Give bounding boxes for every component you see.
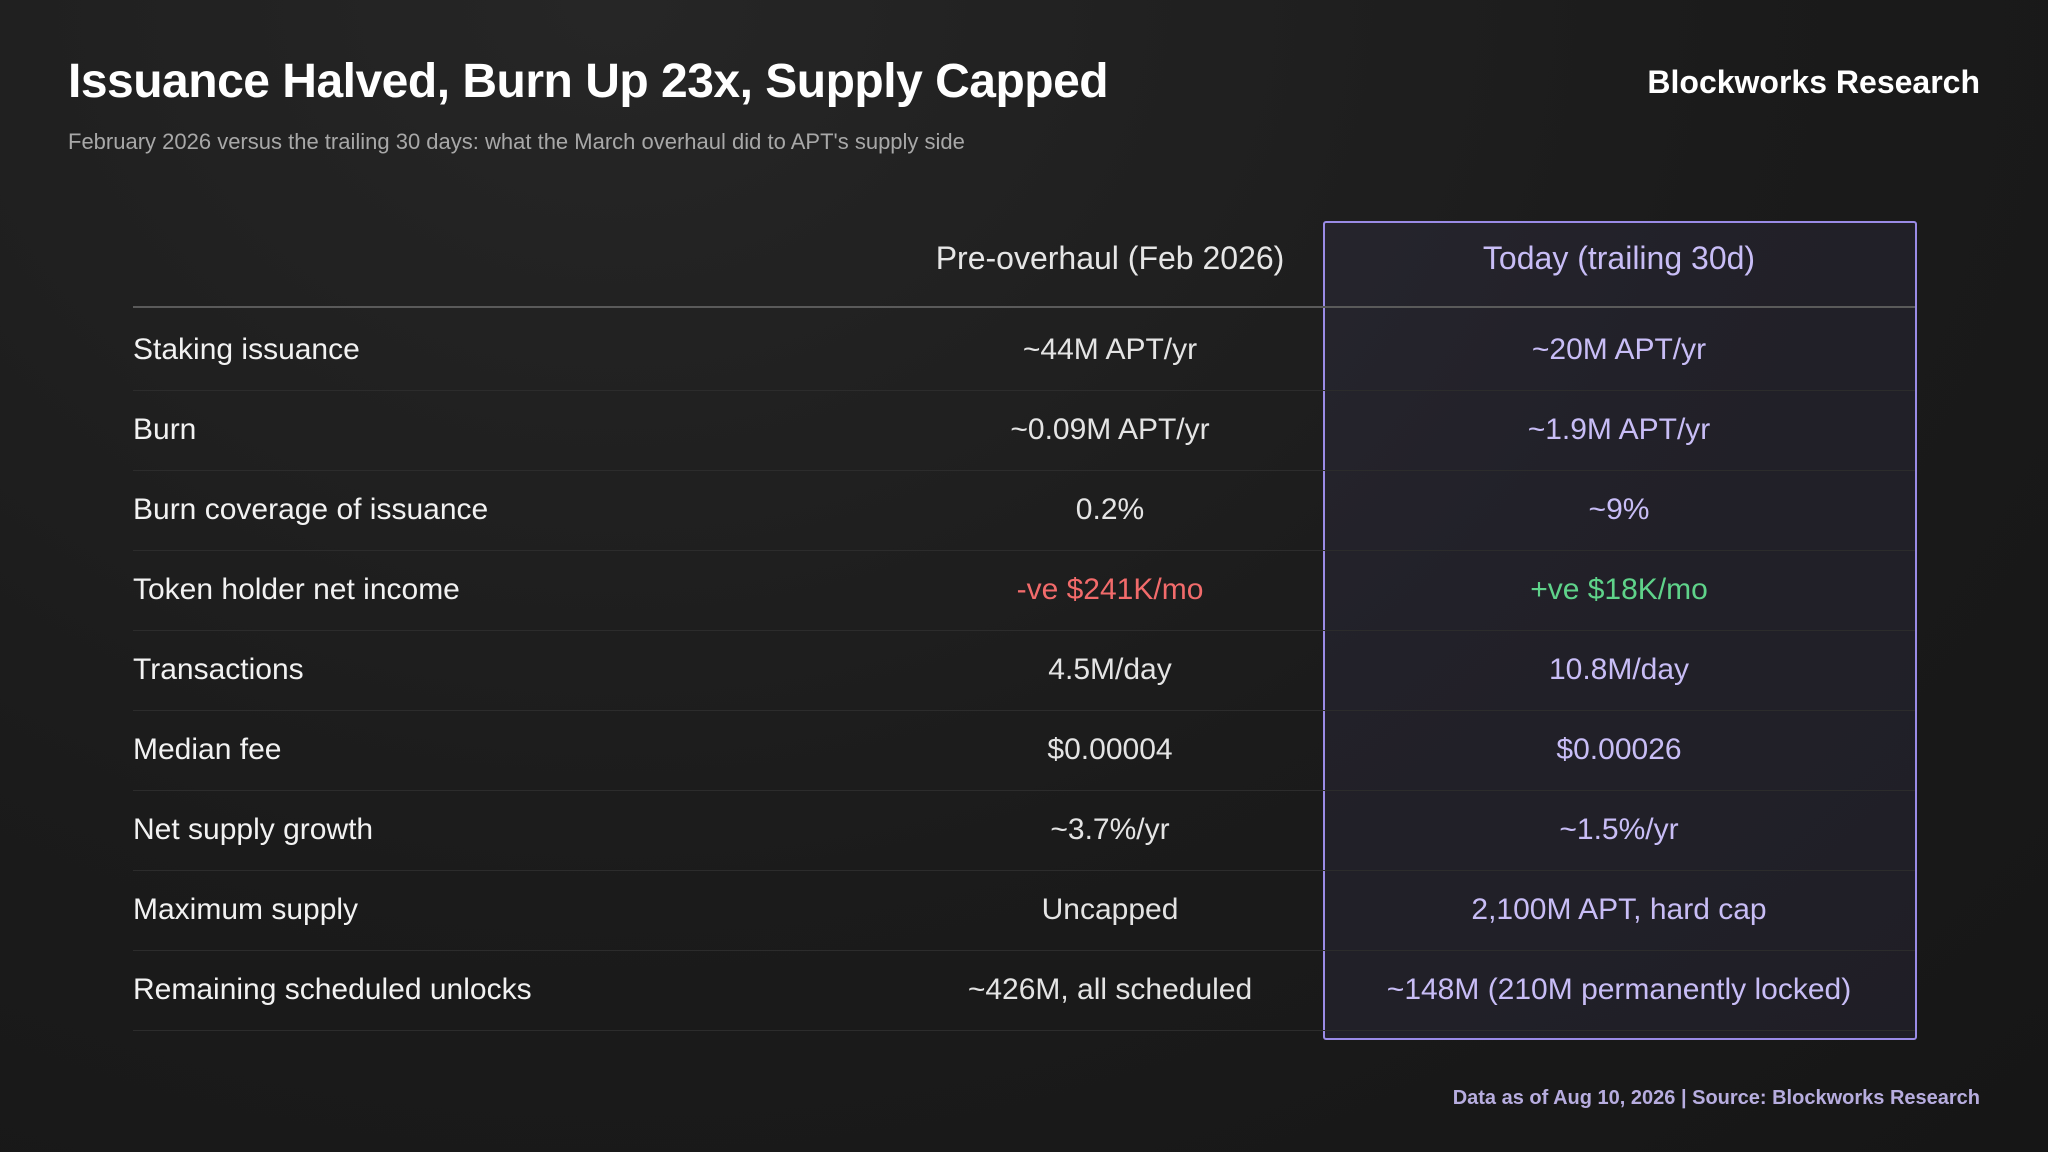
column-header: Pre-overhaul (Feb 2026) — [935, 240, 1285, 276]
cell-value: $0.00026 — [1556, 733, 1682, 766]
subtitle: February 2026 versus the trailing 30 day… — [68, 129, 965, 154]
table-row: Median fee $0.00004 $0.00026 — [133, 710, 1915, 791]
table-row: Staking issuance ~44M APT/yr ~20M APT/yr — [133, 310, 1915, 391]
cell-value: ~9% — [1588, 493, 1650, 526]
row-label: Burn coverage of issuance — [133, 493, 489, 526]
cell-value: ~20M APT/yr — [1531, 333, 1707, 366]
column-header: Today (trailing 30d) — [1482, 240, 1756, 276]
cell-value: 4.5M/day — [1048, 653, 1172, 686]
table-row: Maximum supply Uncapped 2,100M APT, hard c… — [133, 870, 1915, 951]
title: Issuance Halved, Burn Up 23x, Supply Cap… — [68, 55, 1109, 108]
cell-value: ~148M (210M permanently locked) — [1386, 973, 1852, 1006]
row-label: Median fee — [133, 733, 282, 766]
row-label: Remaining scheduled unlocks — [133, 973, 532, 1006]
header-rule — [133, 306, 1915, 308]
table-row: Remaining scheduled unlocks ~426M, all sc… — [133, 950, 1915, 1031]
cell-value: ~44M APT/yr — [1022, 333, 1198, 366]
row-label: Staking issuance — [133, 333, 360, 366]
cell-value: ~3.7%/yr — [1050, 813, 1170, 846]
table-row: Burn coverage of issuance 0.2% ~9% — [133, 470, 1915, 551]
table-row: Net supply growth ~3.7%/yr ~1.5%/yr — [133, 790, 1915, 871]
cell-value: ~1.9M APT/yr — [1527, 413, 1711, 446]
row-label: Token holder net income — [133, 573, 460, 606]
cell-value: -ve $241K/mo — [1016, 573, 1204, 606]
cell-value: ~1.5%/yr — [1559, 813, 1679, 846]
cell-value: ~426M, all scheduled — [967, 973, 1253, 1006]
cell-value: $0.00004 — [1047, 733, 1173, 766]
brand: Blockworks Research — [1647, 64, 1980, 100]
cell-value: 2,100M APT, hard cap — [1471, 893, 1767, 926]
row-label: Burn — [133, 413, 197, 446]
cell-value: ~0.09M APT/yr — [1010, 413, 1210, 446]
row-label: Net supply growth — [133, 813, 374, 846]
row-label: Transactions — [133, 653, 304, 686]
cell-value: 10.8M/day — [1548, 653, 1690, 686]
table-row: Token holder net income -ve $241K/mo +ve $… — [133, 550, 1915, 631]
footer: Data as of Aug 10, 2026 | Source: Blockw… — [1452, 1087, 1980, 1109]
table-row: Transactions 4.5M/day 10.8M/day — [133, 630, 1915, 711]
cell-value: 0.2% — [1075, 493, 1145, 526]
cell-value: Uncapped — [1041, 893, 1179, 926]
cell-value: +ve $18K/mo — [1530, 573, 1708, 606]
table-row: Burn ~0.09M APT/yr ~1.9M APT/yr — [133, 390, 1915, 471]
row-label: Maximum supply — [133, 893, 359, 926]
